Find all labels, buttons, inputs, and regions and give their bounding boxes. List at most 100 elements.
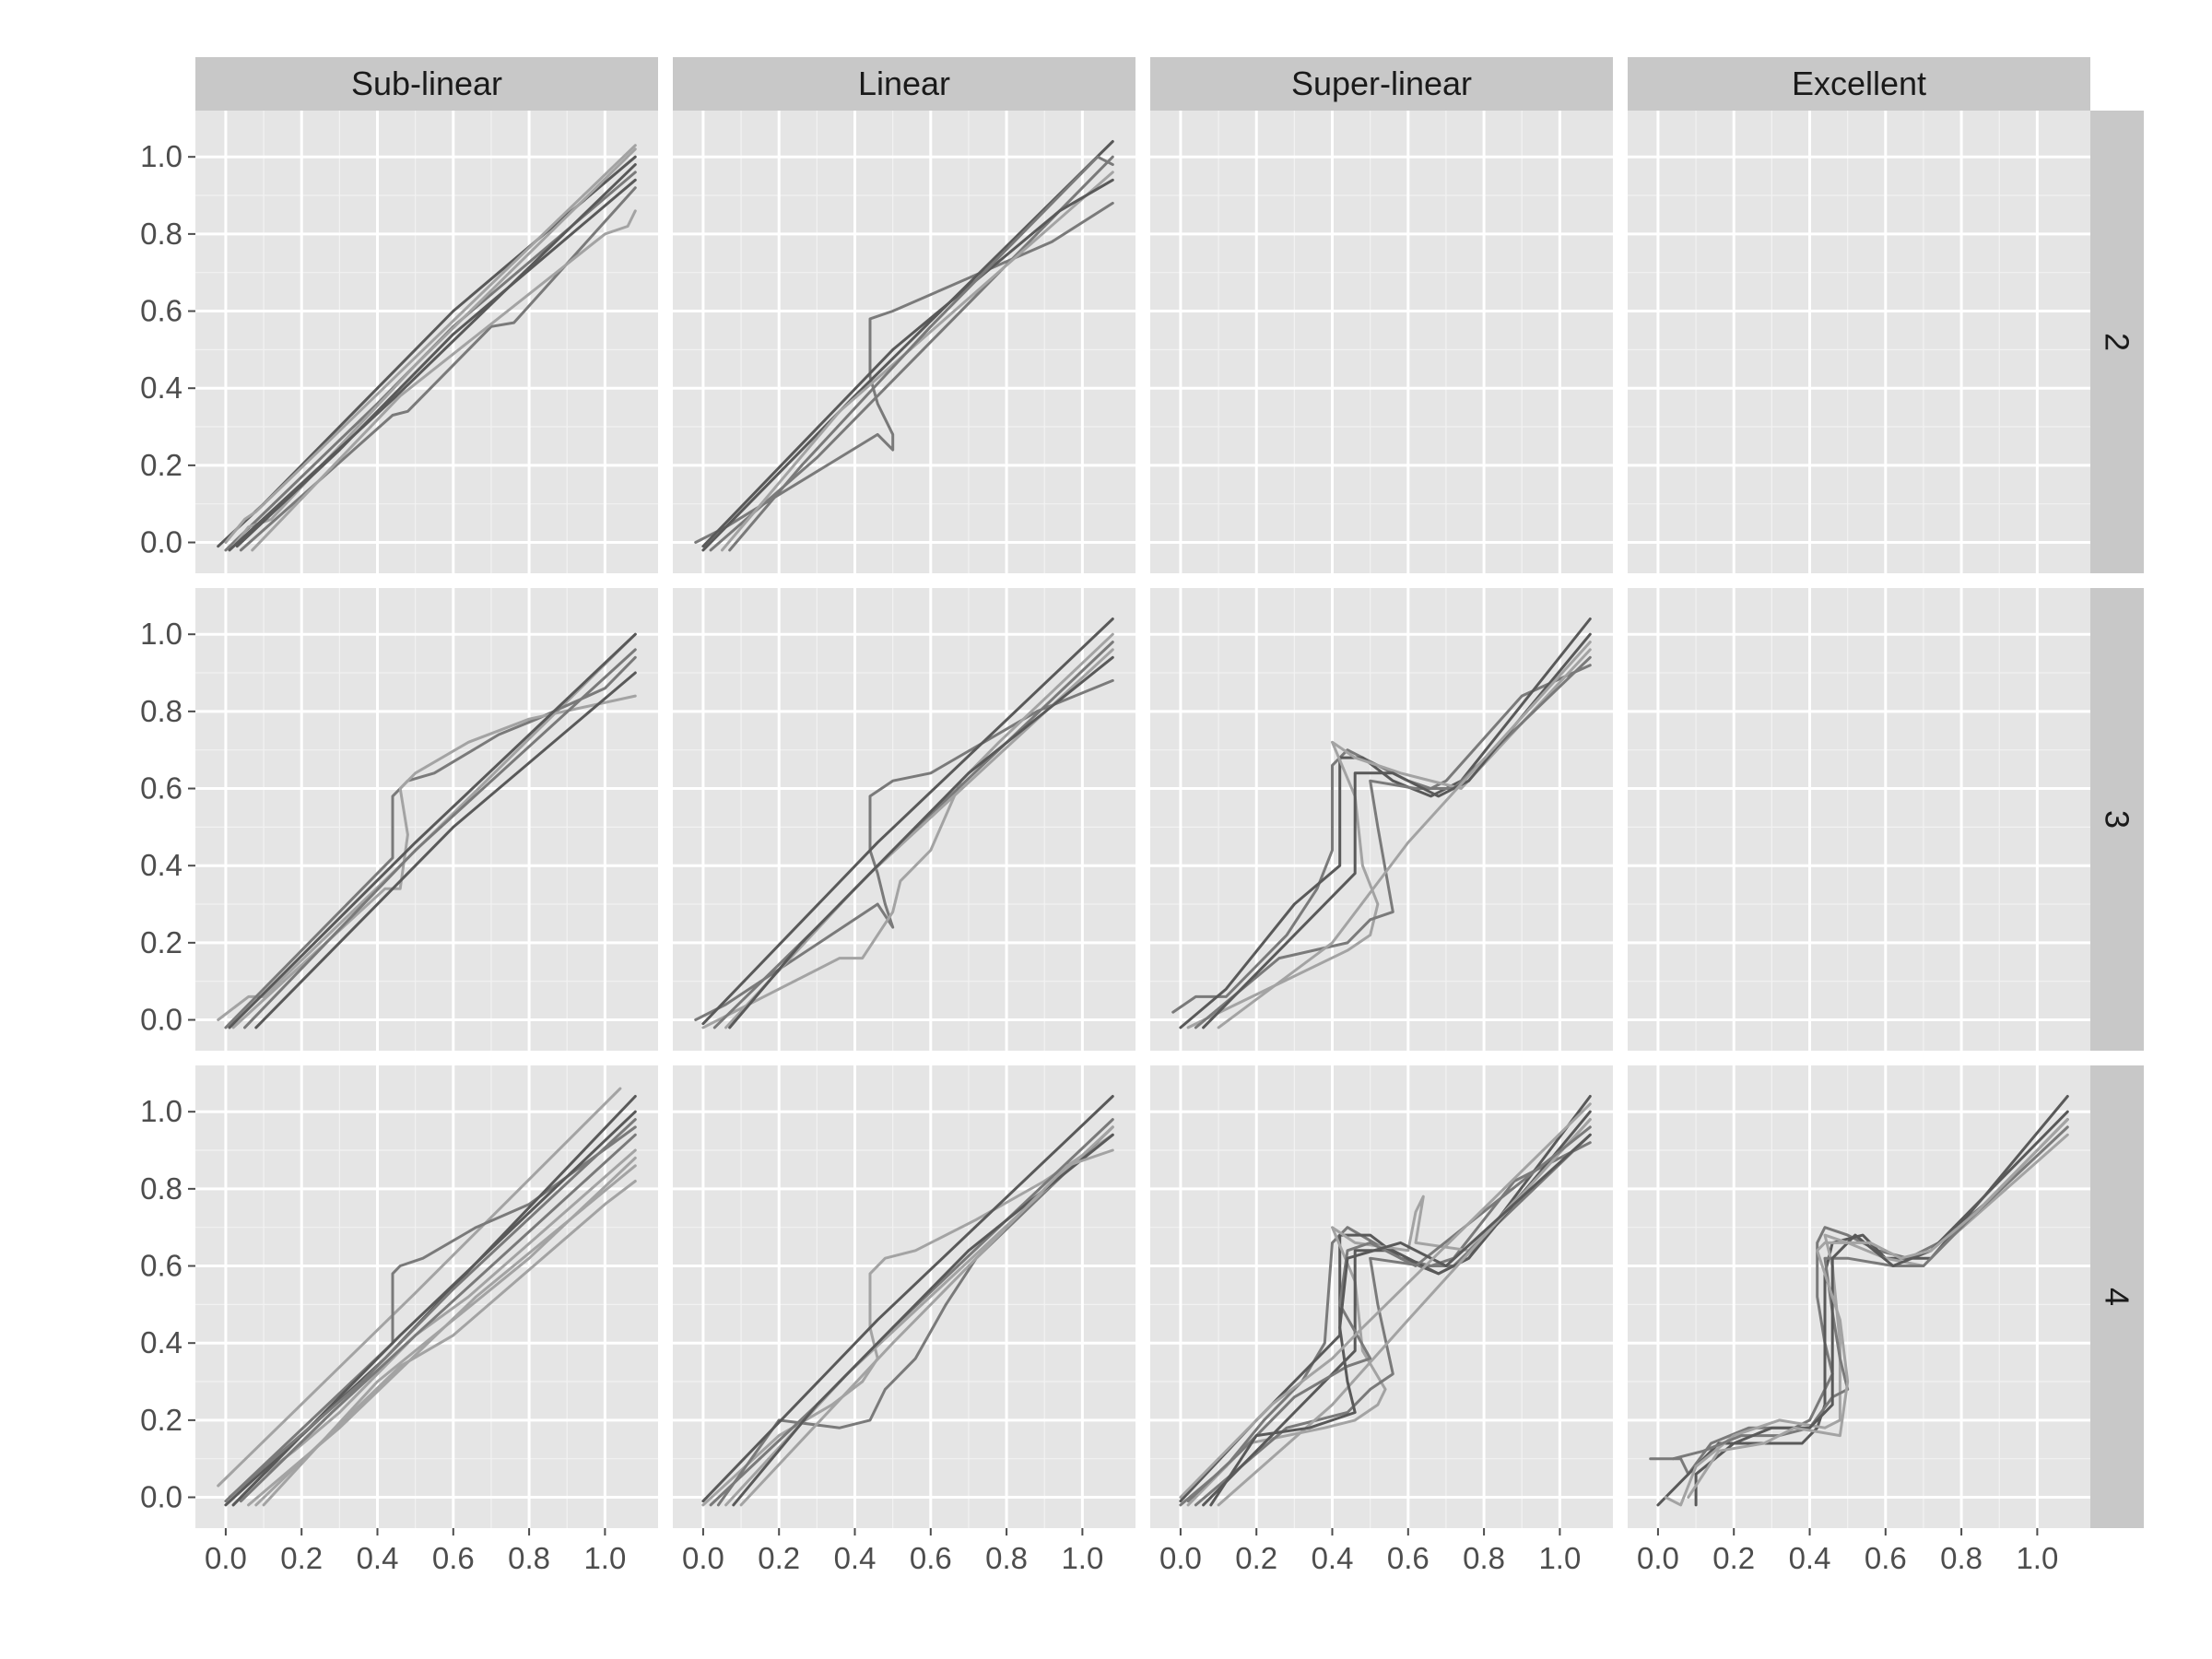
- panel-background: [1150, 111, 1613, 573]
- x-tick-label: 0.8: [508, 1541, 550, 1575]
- series-line-3: [1664, 1133, 2069, 1507]
- row-strip-label: 4: [2099, 1288, 2136, 1306]
- x-tick-label: 0.2: [1235, 1541, 1277, 1575]
- series-line-3: [701, 1095, 1114, 1503]
- series-line-1: [694, 201, 1114, 544]
- panel-background: [1628, 111, 2090, 573]
- panel-background: [1150, 588, 1613, 1051]
- series-line-5: [1202, 632, 1592, 1030]
- series-line-9: [228, 1118, 637, 1499]
- y-tick-label: 0.0: [140, 1480, 182, 1514]
- row-strip-3: 3: [2090, 588, 2144, 1051]
- column-strips: Sub-linear Linear Super-linear Excellent: [195, 57, 2090, 111]
- strip-background: [195, 57, 658, 111]
- y-tick-label: 0.2: [140, 448, 182, 482]
- series-line-2: [701, 140, 1114, 552]
- x-axis-linear: 0.0 0.2 0.4 0.6 0.8 1.0: [682, 1528, 1103, 1575]
- panel-sub-linear-4: [195, 1065, 658, 1528]
- panel-super-linear-2: [1150, 111, 1613, 573]
- series-line-6: [728, 155, 1114, 552]
- x-axes: 0.0 0.2 0.4 0.6 0.8 1.0 0.0 0.2 0.4 0.6 0.8 1.0 0.0 0…: [205, 1528, 2058, 1575]
- series-line-6: [1687, 1118, 2069, 1499]
- panel-excellent-2: [1628, 111, 2090, 573]
- y-tick-label: 0.2: [140, 1403, 182, 1437]
- x-tick-label: 0.8: [1463, 1541, 1505, 1575]
- strip-background: [673, 57, 1135, 111]
- series-group-excellent-4: [1649, 1095, 2069, 1507]
- series-line-6: [1217, 641, 1592, 1030]
- series-line-1: [1171, 664, 1592, 1014]
- strip-background: [1628, 57, 2090, 111]
- panel-grid: [195, 111, 2090, 1528]
- x-tick-label: 0.4: [1312, 1541, 1354, 1575]
- y-tick-label: 0.8: [140, 1171, 182, 1206]
- column-strip-label: Excellent: [1792, 65, 1926, 102]
- y-tick-label: 0.0: [140, 525, 182, 559]
- x-axis-excellent: 0.0 0.2 0.4 0.6 0.8 1.0: [1637, 1528, 2058, 1575]
- strip-background: [2090, 1065, 2144, 1528]
- y-tick-label: 0.4: [140, 1325, 182, 1359]
- y-axis-row-2: 0.0 0.2 0.4 0.6 0.8 1.0: [140, 139, 195, 559]
- series-line-2: [701, 632, 1114, 1030]
- x-axis-sub-linear: 0.0 0.2 0.4 0.6 0.8 1.0: [205, 1528, 626, 1575]
- series-line-3: [1186, 1118, 1592, 1507]
- strip-background: [1150, 57, 1613, 111]
- y-tick-label: 0.4: [140, 848, 182, 882]
- series-group-sub-linear-2: [217, 144, 637, 552]
- panel-background: [1628, 588, 2090, 1051]
- series-group-linear-3: [694, 618, 1114, 1030]
- column-strip-label: Linear: [858, 65, 950, 102]
- series-line-5: [239, 1133, 637, 1503]
- series-group-super-linear-3: [1171, 618, 1592, 1030]
- series-group-linear-4: [701, 1095, 1114, 1507]
- panel-excellent-4: [1628, 1065, 2090, 1528]
- series-line-5: [228, 163, 637, 552]
- series-line-7: [231, 1110, 637, 1507]
- series-line-6: [254, 1180, 637, 1507]
- series-line-4: [239, 186, 637, 552]
- x-tick-label: 0.6: [432, 1541, 475, 1575]
- x-tick-label: 1.0: [1061, 1541, 1103, 1575]
- y-tick-label: 0.6: [140, 294, 182, 328]
- series-line-6: [728, 655, 1114, 1030]
- y-tick-label: 0.8: [140, 694, 182, 728]
- y-tick-label: 0.6: [140, 771, 182, 806]
- y-tick-label: 0.6: [140, 1249, 182, 1283]
- series-line-3: [231, 147, 637, 548]
- series-line-9: [1179, 1102, 1592, 1499]
- row-strip-label: 3: [2099, 810, 2136, 829]
- x-tick-label: 0.0: [205, 1541, 247, 1575]
- strip-background: [2090, 588, 2144, 1051]
- x-tick-label: 0.6: [1865, 1541, 1907, 1575]
- column-strip-label: Super-linear: [1291, 65, 1472, 102]
- series-line-3: [231, 694, 637, 1030]
- y-tick-label: 0.0: [140, 1003, 182, 1037]
- series-line-4: [228, 632, 637, 1030]
- x-tick-label: 0.2: [280, 1541, 323, 1575]
- y-axis-row-3: 0.0 0.2 0.4 0.6 0.8 1.0: [140, 617, 195, 1037]
- series-line-8: [247, 1164, 637, 1507]
- y-tick-label: 0.8: [140, 217, 182, 251]
- x-tick-label: 0.4: [834, 1541, 877, 1575]
- row-strip-4: 4: [2090, 1065, 2144, 1528]
- column-strip-super-linear: Super-linear: [1150, 57, 1613, 111]
- series-line-7: [1186, 1125, 1592, 1503]
- series-line-4: [1194, 655, 1592, 1030]
- x-tick-label: 1.0: [2016, 1541, 2058, 1575]
- y-tick-label: 0.2: [140, 925, 182, 959]
- x-tick-label: 0.0: [1159, 1541, 1202, 1575]
- series-line-6: [1217, 1118, 1592, 1507]
- series-group-linear-2: [694, 140, 1114, 552]
- series-group-super-linear-4: [1179, 1095, 1592, 1507]
- panel-background: [195, 588, 658, 1051]
- series-line-7: [739, 1148, 1114, 1507]
- series-line-1: [217, 1087, 622, 1488]
- y-tick-label: 0.4: [140, 371, 182, 405]
- series-line-4: [721, 171, 1114, 552]
- x-tick-label: 0.2: [758, 1541, 800, 1575]
- x-axis-super-linear: 0.0 0.2 0.4 0.6 0.8 1.0: [1159, 1528, 1581, 1575]
- column-strip-label: Sub-linear: [351, 65, 502, 102]
- x-tick-label: 1.0: [1538, 1541, 1581, 1575]
- series-line-10: [262, 1156, 637, 1507]
- x-tick-label: 0.2: [1712, 1541, 1755, 1575]
